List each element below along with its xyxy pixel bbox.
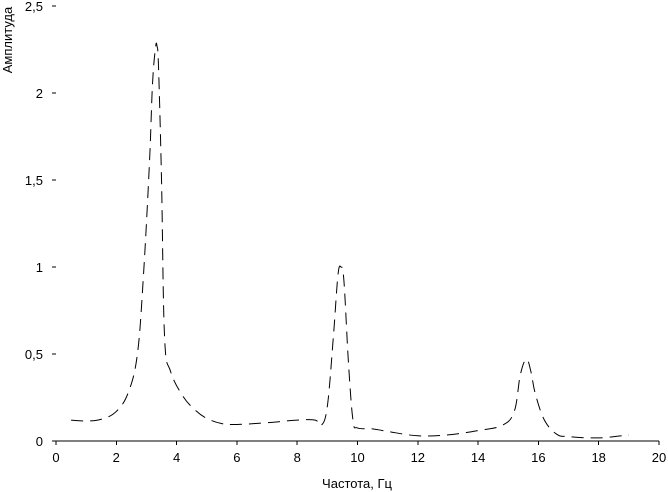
data-point xyxy=(526,359,527,360)
y-axis-title: Амплитуда xyxy=(0,6,15,73)
data-point xyxy=(128,392,129,393)
plot-area: 0 2 4 6 8 10 12 14 16 18 20 0 0,5 1 1,5 2 2,5 xyxy=(25,0,666,465)
data-point xyxy=(182,395,183,396)
x-tick-label: 2 xyxy=(113,450,120,465)
data-point xyxy=(333,336,334,337)
y-tick-label: 2 xyxy=(36,86,43,101)
data-point xyxy=(155,47,156,48)
y-tick-label: 0 xyxy=(36,434,43,449)
x-tick-label: 18 xyxy=(591,450,605,465)
data-point xyxy=(535,393,536,394)
data-point xyxy=(502,425,503,426)
data-point xyxy=(520,374,521,375)
data-point xyxy=(337,275,338,276)
data-point xyxy=(387,431,388,432)
data-point xyxy=(514,411,515,412)
x-tick-label: 0 xyxy=(52,450,59,465)
y-tick-label: 2,5 xyxy=(25,0,43,14)
x-tick-label: 4 xyxy=(173,450,180,465)
data-point xyxy=(321,425,322,426)
x-tick-label: 16 xyxy=(531,450,545,465)
x-tick-label: 10 xyxy=(350,450,364,465)
y-tick-label: 1 xyxy=(36,260,43,275)
x-tick-label: 20 xyxy=(652,450,666,465)
x-tick-label: 12 xyxy=(411,450,425,465)
data-point xyxy=(86,420,87,421)
data-point xyxy=(149,162,150,163)
x-tick-label: 14 xyxy=(471,450,485,465)
data-point xyxy=(194,409,195,410)
series-line xyxy=(71,42,629,439)
data-point xyxy=(206,418,207,419)
x-tick-label: 6 xyxy=(233,450,240,465)
y-tick-label: 0,5 xyxy=(25,347,43,362)
data-point xyxy=(137,353,138,354)
x-axis-title: Частота, Гц xyxy=(322,476,392,491)
data-point xyxy=(628,434,629,435)
data-point xyxy=(266,422,267,423)
data-point xyxy=(568,436,569,437)
data-point xyxy=(143,275,144,276)
x-tick-label: 8 xyxy=(294,450,301,465)
y-tick-label: 1,5 xyxy=(25,173,43,188)
